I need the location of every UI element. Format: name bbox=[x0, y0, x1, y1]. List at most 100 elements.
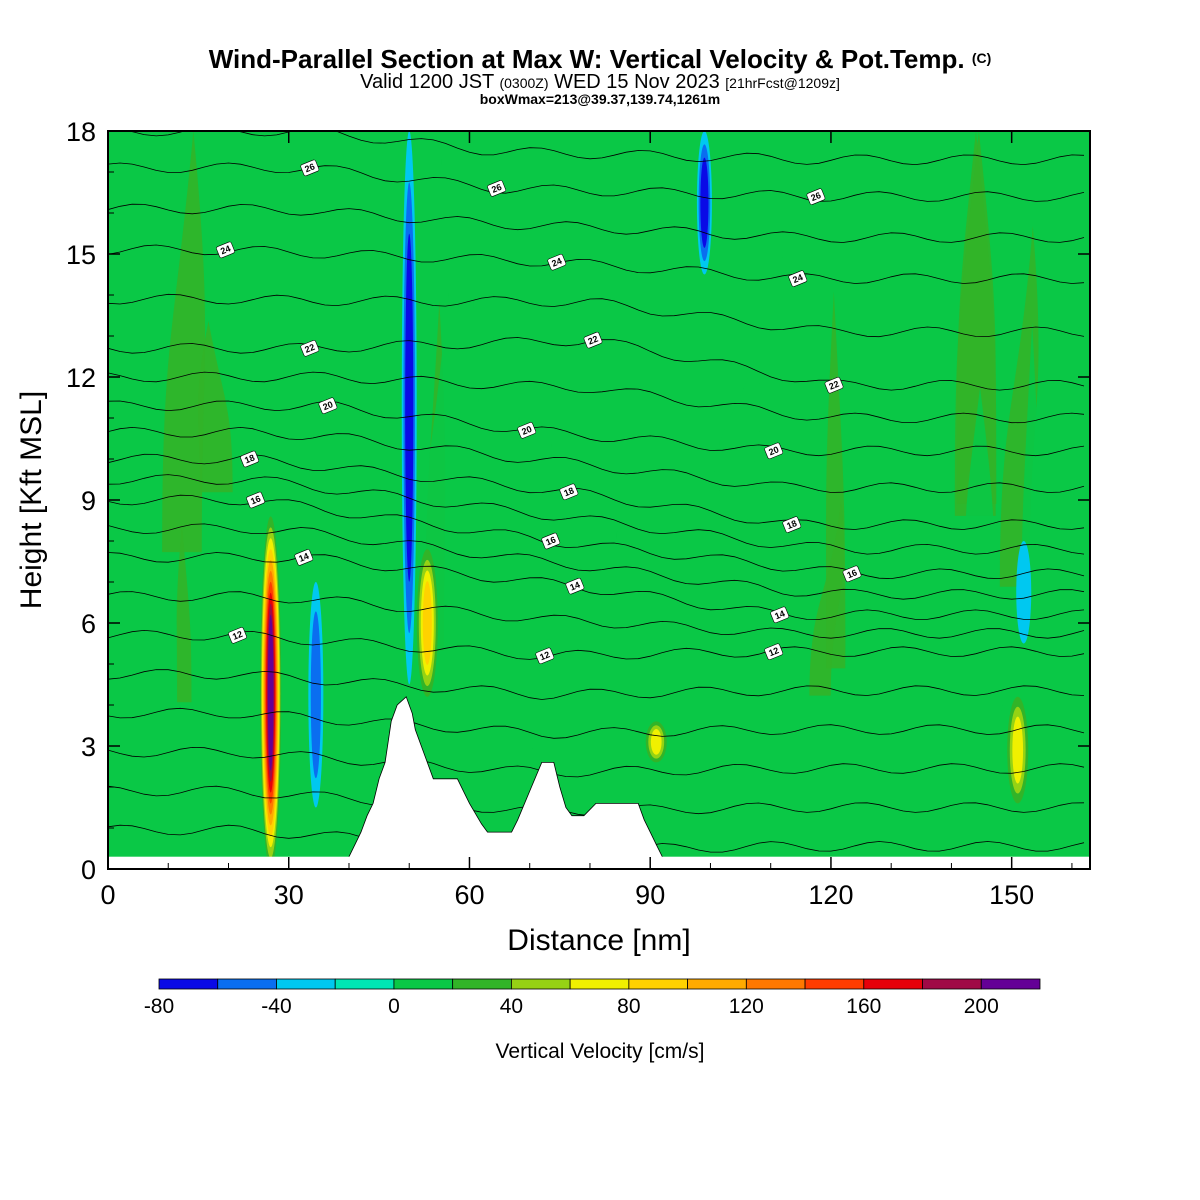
velocity-cells bbox=[260, 131, 1032, 869]
valid-time-line: Valid 1200 JST (0300Z) WED 15 Nov 2023 [… bbox=[0, 72, 1200, 93]
velocity-streak bbox=[176, 522, 192, 703]
theta-label-text: 12 bbox=[538, 649, 551, 662]
velocity-streak bbox=[809, 499, 845, 696]
velocity-streak bbox=[989, 588, 1023, 847]
theta-label-box bbox=[541, 532, 561, 550]
velocity-streak bbox=[111, 616, 125, 768]
theta-contour bbox=[108, 162, 1085, 202]
theta-label-text: 18 bbox=[562, 485, 575, 498]
theta-contour-label: 18 bbox=[782, 516, 802, 533]
updraft-cell bbox=[422, 581, 432, 665]
y-tick-label: 12 bbox=[66, 363, 96, 393]
theta-label-box bbox=[240, 450, 259, 468]
theta-label-box bbox=[764, 643, 784, 660]
theta-label-text: 26 bbox=[490, 182, 503, 195]
velocity-streak bbox=[845, 320, 862, 721]
theta-contour-label: 12 bbox=[228, 627, 247, 644]
colorbar: -80 -40 0 40 80 120 160 200 bbox=[144, 978, 1041, 1018]
theta-label-text: 14 bbox=[297, 551, 310, 564]
velocity-streak bbox=[653, 369, 676, 591]
colorbar-tick-label: -40 bbox=[261, 995, 291, 1018]
theta-contour-label: 24 bbox=[547, 253, 567, 271]
theta-label-box bbox=[300, 340, 320, 357]
colorbar-swatch bbox=[745, 978, 806, 990]
theta-label-text: 16 bbox=[544, 534, 557, 547]
theta-contour-label: 24 bbox=[216, 241, 235, 259]
velocity-streak bbox=[954, 131, 996, 516]
theta-contour bbox=[108, 371, 1085, 424]
theta-contour bbox=[108, 552, 1085, 620]
downdraft-cell bbox=[405, 233, 414, 582]
theta-label-text: 22 bbox=[586, 334, 599, 347]
theta-contour bbox=[108, 89, 1084, 127]
theta-label-box bbox=[294, 549, 314, 566]
theta-label-box bbox=[770, 606, 790, 624]
theta-contour-label: 22 bbox=[824, 376, 844, 394]
theta-label-box bbox=[246, 491, 265, 509]
theta-label-box bbox=[764, 442, 784, 460]
theta-contour bbox=[108, 400, 1085, 457]
theta-label-text: 26 bbox=[303, 161, 316, 174]
theta-label-text: 12 bbox=[231, 629, 244, 642]
theta-contour-label: 20 bbox=[318, 397, 338, 414]
velocity-streak bbox=[198, 320, 233, 493]
theta-label-box bbox=[842, 565, 862, 583]
theta-label-box bbox=[559, 483, 579, 501]
theta-label-text: 24 bbox=[550, 256, 563, 269]
plot-area bbox=[108, 52, 1090, 869]
theta-label-box bbox=[228, 627, 247, 644]
theta-contour bbox=[108, 203, 1085, 243]
valid-prefix: Valid 1200 JST bbox=[360, 71, 494, 93]
theta-contour-label: 18 bbox=[559, 483, 579, 501]
theta-label-text: 22 bbox=[303, 342, 316, 355]
y-axis-title: Height [Kft MSL] bbox=[15, 391, 48, 609]
theta-label-text: 20 bbox=[520, 424, 533, 437]
ground-strip bbox=[108, 856, 1090, 869]
theta-contour bbox=[108, 426, 1085, 493]
x-tick-label: 0 bbox=[100, 880, 115, 910]
x-tick-label: 30 bbox=[274, 880, 304, 910]
y-tick-label: 15 bbox=[66, 240, 96, 270]
y-tick-label: 3 bbox=[81, 732, 96, 762]
updraft-cell bbox=[650, 729, 662, 755]
colorbar-swatch bbox=[452, 978, 512, 990]
theta-label-box bbox=[788, 270, 808, 287]
theta-contour bbox=[108, 52, 1084, 90]
colorbar-tick-label: 200 bbox=[964, 995, 999, 1018]
theta-contour bbox=[108, 293, 1085, 338]
theta-contour bbox=[108, 746, 1085, 778]
downdraft-cell bbox=[310, 611, 321, 779]
colorbar-swatch bbox=[334, 978, 395, 990]
chart-title: Wind-Parallel Section at Max W: Vertical… bbox=[0, 44, 1200, 75]
velocity-streak bbox=[162, 131, 206, 553]
y-tick-label: 6 bbox=[81, 609, 96, 639]
theta-contour-label: 14 bbox=[565, 577, 585, 595]
theta-contour-label: 20 bbox=[764, 442, 784, 460]
velocity-streak bbox=[297, 342, 318, 573]
x-tick-label: 60 bbox=[454, 880, 484, 910]
velocity-streak bbox=[532, 433, 562, 801]
y-tick-label: 18 bbox=[66, 117, 96, 147]
theta-label-text: 12 bbox=[767, 645, 780, 658]
theta-label-box bbox=[535, 647, 555, 665]
velocity-streak bbox=[576, 232, 617, 641]
theta-label-text: 26 bbox=[809, 190, 822, 203]
theta-contour-labels: 12 14 16 18 20 22 24 26 26 24 22 20 18 16 14 12 26 24 22 20… bbox=[216, 159, 862, 665]
theta-label-text: 18 bbox=[243, 452, 256, 465]
colorbar-swatch bbox=[804, 978, 865, 990]
colorbar-swatch bbox=[158, 978, 219, 990]
velocity-streak bbox=[714, 518, 754, 810]
theta-label-box bbox=[583, 331, 603, 349]
theta-contour-label: 12 bbox=[764, 643, 784, 660]
velocity-streak bbox=[603, 528, 625, 802]
theta-contour bbox=[108, 494, 1085, 580]
theta-contour-label: 26 bbox=[487, 180, 506, 197]
theta-label-text: 22 bbox=[827, 379, 840, 392]
y-axis: 0 3 6 9 12 15 18 bbox=[66, 117, 1090, 885]
colorbar-swatch bbox=[687, 978, 747, 990]
x-tick-label: 150 bbox=[989, 880, 1034, 910]
theta-contour bbox=[108, 453, 1085, 530]
theta-contour bbox=[108, 591, 1085, 639]
colorbar-tick-label: -80 bbox=[144, 995, 174, 1018]
